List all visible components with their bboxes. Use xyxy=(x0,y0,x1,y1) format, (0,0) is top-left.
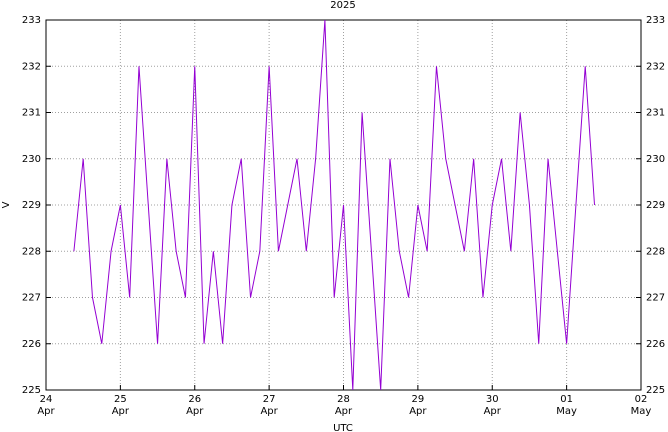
x-axis-label: UTC xyxy=(333,423,353,432)
series-line xyxy=(73,19,596,391)
y2-tick-label: 226 xyxy=(646,339,665,350)
y-tick-label: 232 xyxy=(22,61,41,72)
y2-tick-label: 225 xyxy=(646,385,665,396)
x-tick-label: 26 Apr xyxy=(186,394,204,417)
y2-tick-label: 227 xyxy=(646,293,665,304)
x-tick-label: 24 Apr xyxy=(37,394,55,417)
x-tick-label: 25 Apr xyxy=(111,394,130,417)
x-tick-label: 01 May xyxy=(556,394,577,417)
y2-tick-label: 233 xyxy=(646,15,665,26)
chart-title: 2025 xyxy=(330,0,355,11)
y2-tick-label: 228 xyxy=(646,246,665,257)
y-axis-label: V xyxy=(1,201,12,208)
y-tick-label: 230 xyxy=(22,154,41,165)
y-tick-label: 227 xyxy=(22,293,41,304)
y2-tick-label: 231 xyxy=(646,108,665,119)
x-tick-label: 27 Apr xyxy=(260,394,278,417)
x-tick-label: 28 Apr xyxy=(334,394,353,417)
x-tick-label: 30 Apr xyxy=(483,394,501,417)
plot-frame xyxy=(45,19,642,391)
x-tick-label: 02 May xyxy=(630,394,652,417)
y-tick-label: 228 xyxy=(22,246,41,257)
y2-tick-label: 230 xyxy=(646,154,665,165)
y2-tick-label: 232 xyxy=(646,61,665,72)
y2-tick-label: 229 xyxy=(646,200,665,211)
y-tick-label: 229 xyxy=(22,200,41,211)
x-tick-label: 29 Apr xyxy=(409,394,427,417)
y-tick-label: 233 xyxy=(22,15,41,26)
y-tick-label: 231 xyxy=(22,108,41,119)
y-tick-label: 225 xyxy=(22,385,41,396)
y-tick-label: 226 xyxy=(22,339,41,350)
